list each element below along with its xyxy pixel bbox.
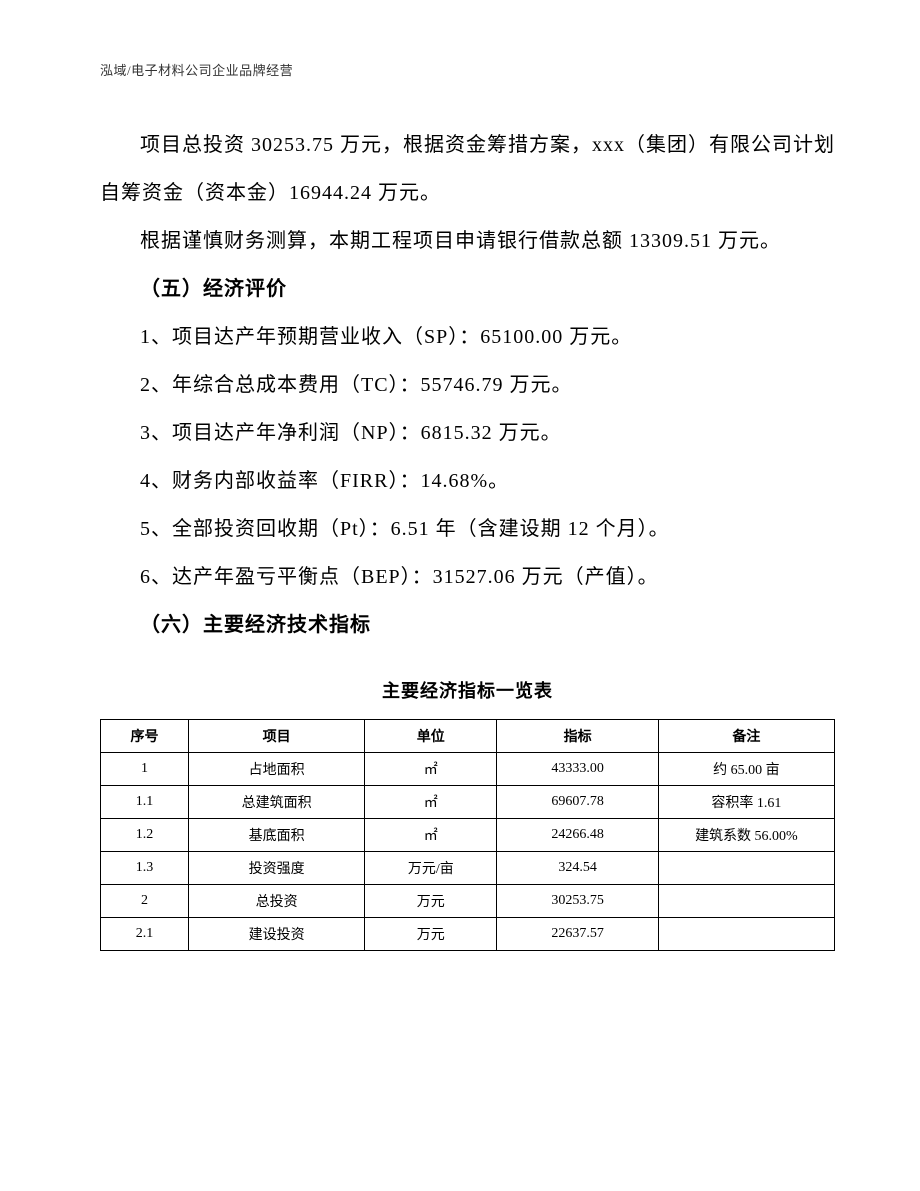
col-header-unit: 单位 [365,720,497,753]
cell-metric: 324.54 [497,852,658,885]
cell-seq: 1 [101,753,189,786]
section-6-heading: （六）主要经济技术指标 [100,601,835,649]
table-row: 2 总投资 万元 30253.75 [101,885,835,918]
cell-item: 占地面积 [189,753,365,786]
cell-note [658,852,834,885]
cell-note: 约 65.00 亩 [658,753,834,786]
paragraph-bank-loan: 根据谨慎财务测算，本期工程项目申请银行借款总额 13309.51 万元。 [100,217,835,265]
economic-indicators-table: 序号 项目 单位 指标 备注 1 占地面积 ㎡ 43333.00 约 65.00… [100,719,835,951]
table-row: 1.1 总建筑面积 ㎡ 69607.78 容积率 1.61 [101,786,835,819]
cell-metric: 30253.75 [497,885,658,918]
cell-unit: ㎡ [365,753,497,786]
cell-note: 建筑系数 56.00% [658,819,834,852]
cell-seq: 1.2 [101,819,189,852]
eval-item-3: 3、项目达产年净利润（NP）：6815.32 万元。 [100,409,835,457]
page-header: 泓域/电子材料公司企业品牌经营 [100,60,835,79]
cell-metric: 69607.78 [497,786,658,819]
table-title: 主要经济指标一览表 [100,677,835,703]
cell-unit: ㎡ [365,819,497,852]
cell-metric: 22637.57 [497,918,658,951]
cell-note [658,918,834,951]
cell-note: 容积率 1.61 [658,786,834,819]
col-header-note: 备注 [658,720,834,753]
eval-item-1: 1、项目达产年预期营业收入（SP）：65100.00 万元。 [100,313,835,361]
cell-metric: 24266.48 [497,819,658,852]
cell-seq: 1.3 [101,852,189,885]
eval-item-4: 4、财务内部收益率（FIRR）：14.68%。 [100,457,835,505]
cell-item: 建设投资 [189,918,365,951]
cell-unit: ㎡ [365,786,497,819]
cell-item: 总投资 [189,885,365,918]
cell-seq: 1.1 [101,786,189,819]
eval-item-2: 2、年综合总成本费用（TC）：55746.79 万元。 [100,361,835,409]
eval-item-6: 6、达产年盈亏平衡点（BEP）：31527.06 万元（产值）。 [100,553,835,601]
cell-unit: 万元 [365,918,497,951]
table-row: 1.3 投资强度 万元/亩 324.54 [101,852,835,885]
cell-item: 投资强度 [189,852,365,885]
cell-unit: 万元 [365,885,497,918]
col-header-seq: 序号 [101,720,189,753]
cell-item: 总建筑面积 [189,786,365,819]
table-row: 2.1 建设投资 万元 22637.57 [101,918,835,951]
cell-metric: 43333.00 [497,753,658,786]
cell-note [658,885,834,918]
cell-seq: 2.1 [101,918,189,951]
eval-item-5: 5、全部投资回收期（Pt）：6.51 年（含建设期 12 个月）。 [100,505,835,553]
section-5-heading: （五）经济评价 [100,265,835,313]
cell-item: 基底面积 [189,819,365,852]
table-row: 1.2 基底面积 ㎡ 24266.48 建筑系数 56.00% [101,819,835,852]
table-header-row: 序号 项目 单位 指标 备注 [101,720,835,753]
cell-seq: 2 [101,885,189,918]
paragraph-total-investment: 项目总投资 30253.75 万元，根据资金筹措方案，xxx（集团）有限公司计划… [100,121,835,217]
col-header-metric: 指标 [497,720,658,753]
table-row: 1 占地面积 ㎡ 43333.00 约 65.00 亩 [101,753,835,786]
col-header-item: 项目 [189,720,365,753]
cell-unit: 万元/亩 [365,852,497,885]
